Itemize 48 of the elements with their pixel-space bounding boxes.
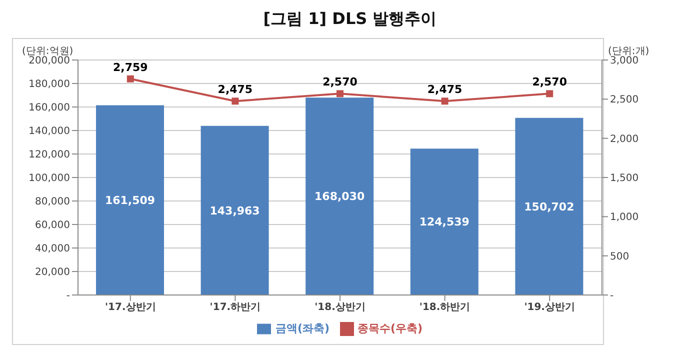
y-tick-label: 80,000 bbox=[35, 196, 70, 208]
y-tick-label: 60,000 bbox=[35, 220, 70, 232]
y2-tick-label: - bbox=[610, 290, 614, 302]
y2-tick-label: 2,500 bbox=[610, 94, 639, 106]
y2-tick-label: 2,000 bbox=[610, 134, 639, 145]
chart-title: [그림 1] DLS 발행추이 bbox=[262, 8, 438, 30]
y2-tick-label: 1,500 bbox=[610, 173, 639, 184]
data-label: 2,570 bbox=[532, 76, 568, 89]
x-tick-label: '19.상반기 bbox=[524, 302, 575, 314]
y-tick-label: - bbox=[66, 290, 70, 302]
bar bbox=[515, 118, 584, 295]
y-tick-label: 180,000 bbox=[28, 79, 70, 90]
y2-axis-title: (단위:개) bbox=[608, 45, 650, 57]
y-tick-label: 160,000 bbox=[28, 102, 70, 114]
y-tick-label: 100,000 bbox=[28, 173, 70, 184]
data-label: 168,030 bbox=[314, 190, 365, 204]
y-tick-label: 200,000 bbox=[28, 56, 70, 67]
x-tick-label: '17.하반기 bbox=[210, 302, 261, 314]
y-axis-title: (단위:억원) bbox=[22, 45, 74, 57]
data-label: 2,759 bbox=[113, 60, 148, 74]
y-tick-label: 40,000 bbox=[35, 244, 70, 255]
point bbox=[441, 98, 448, 105]
y2-tick-label: 1,000 bbox=[610, 212, 639, 224]
y-tick-label: 20,000 bbox=[35, 267, 70, 278]
y-tick-label: 140,000 bbox=[28, 126, 70, 138]
bar bbox=[96, 105, 164, 295]
legend-label: 금액(좌축) bbox=[275, 322, 330, 335]
data-label: 143,963 bbox=[210, 204, 260, 218]
y-tick-label: 120,000 bbox=[28, 150, 70, 161]
data-label: 2,475 bbox=[427, 83, 462, 96]
legend-label: 종목수(우축) bbox=[358, 322, 423, 335]
x-tick-label: '18.상반기 bbox=[314, 302, 366, 314]
data-label: 124,539 bbox=[419, 216, 470, 229]
point bbox=[126, 75, 134, 82]
y2-tick-label: 500 bbox=[610, 251, 630, 262]
bar bbox=[306, 98, 374, 295]
point bbox=[232, 98, 239, 105]
point bbox=[336, 90, 344, 98]
x-tick-label: '17.상반기 bbox=[105, 302, 156, 314]
data-label: 2,475 bbox=[218, 83, 253, 96]
x-tick-label: '18.하반기 bbox=[419, 302, 470, 314]
bar bbox=[410, 148, 478, 295]
bar bbox=[200, 126, 269, 295]
data-label: 161,509 bbox=[104, 194, 156, 208]
y2-tick-label: 3,000 bbox=[610, 56, 639, 67]
data-label: 150,702 bbox=[524, 200, 574, 214]
point bbox=[546, 90, 554, 98]
data-label: 2,570 bbox=[322, 76, 358, 89]
